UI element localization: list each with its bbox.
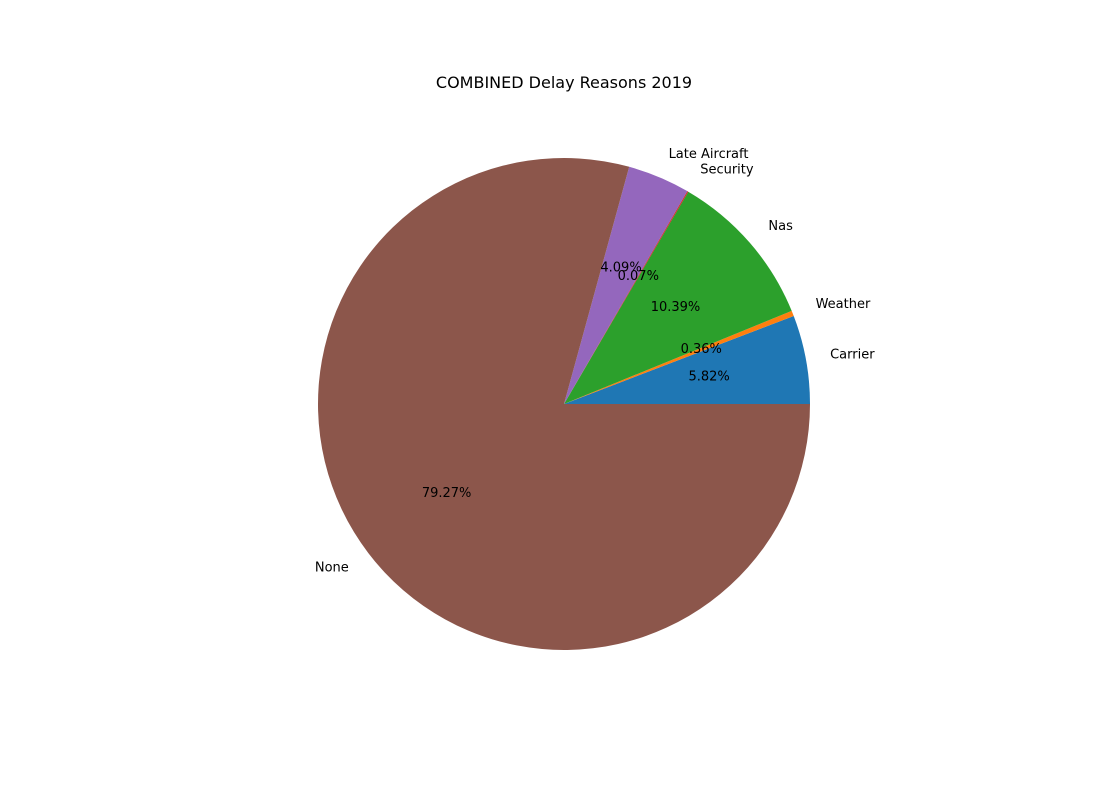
category-label-late-aircraft: Late Aircraft [669,147,749,162]
pie-slices [318,157,810,650]
pie-slice-weather [564,310,794,404]
pie-slice-carrier [564,316,810,404]
pie-slice-late-aircraft [564,166,688,404]
category-label-weather: Weather [816,297,871,312]
percentage-label-security: 0.07% [618,269,659,284]
percentage-label-late-aircraft: 4.09% [600,260,641,275]
pie-slice-nas [564,191,792,404]
category-label-security: Security [700,163,754,178]
percentage-label-carrier: 5.82% [688,370,729,385]
percentage-label-weather: 0.36% [681,342,722,357]
category-label-nas: Nas [768,219,793,234]
chart-title: COMBINED Delay Reasons 2019 [436,73,692,92]
percentage-label-none: 79.27% [422,486,472,501]
pie-slice-none [318,157,810,650]
percentage-label-nas: 10.39% [651,300,701,315]
category-label-carrier: Carrier [830,347,875,362]
category-label-none: None [315,561,349,576]
percentage-labels: 5.82% 0.36% 10.39% 0.07%4.09% 79.27% [422,260,730,501]
pie-slice-security [564,191,689,404]
